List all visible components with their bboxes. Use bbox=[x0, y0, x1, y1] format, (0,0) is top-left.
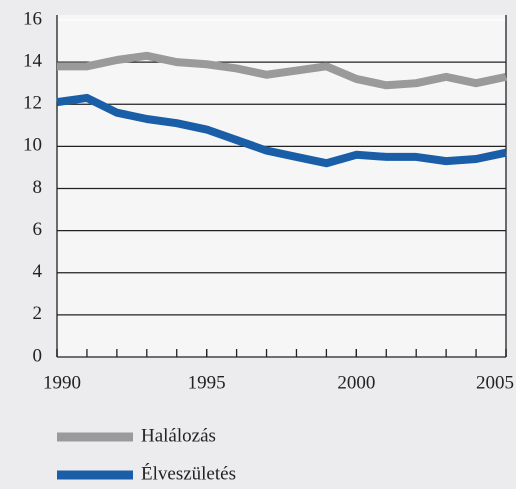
y-tick-label: 6 bbox=[33, 219, 43, 240]
y-tick-label: 10 bbox=[23, 135, 42, 156]
plot-area bbox=[57, 15, 506, 357]
y-tick-label: 16 bbox=[23, 8, 42, 29]
y-tick-label: 12 bbox=[23, 93, 42, 114]
y-tick-label: 0 bbox=[33, 345, 43, 366]
y-tick-label: 2 bbox=[33, 303, 43, 324]
series-line bbox=[57, 51, 507, 90]
x-tick-label: 1990 bbox=[43, 372, 81, 393]
x-tick-label: 2005 bbox=[476, 372, 514, 393]
legend-label: Halálozás bbox=[141, 425, 216, 446]
series-line bbox=[56, 93, 507, 168]
x-tick-label: 2000 bbox=[337, 372, 375, 393]
y-tick-label: 8 bbox=[33, 177, 43, 198]
legend-label: Élveszületés bbox=[141, 462, 236, 484]
y-tick-label: 4 bbox=[33, 261, 43, 282]
x-tick-label: 1995 bbox=[188, 372, 226, 393]
y-tick-label: 14 bbox=[23, 50, 43, 71]
